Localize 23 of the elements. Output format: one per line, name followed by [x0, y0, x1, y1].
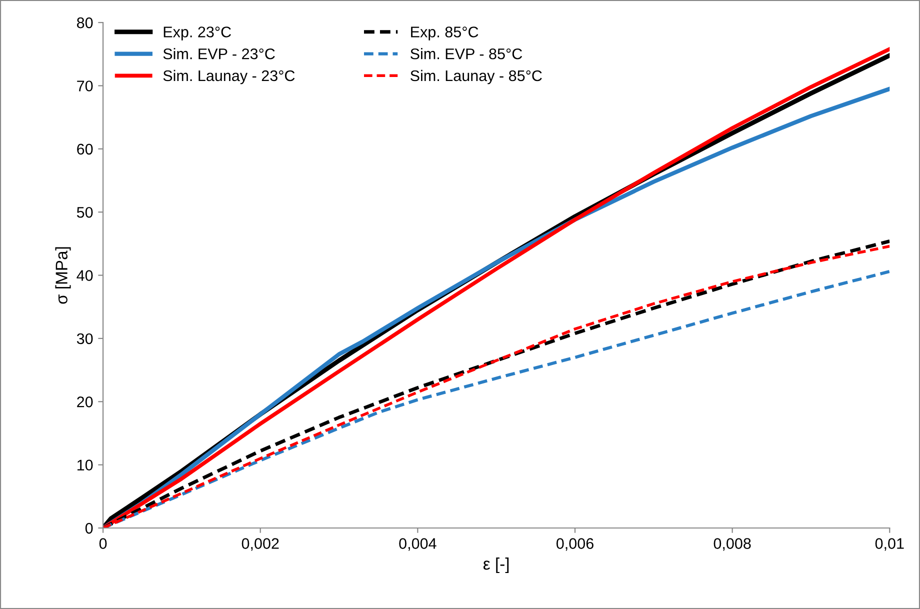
y-tick-label: 50 [76, 206, 93, 218]
x-axis-title: ε [-] [483, 558, 509, 574]
x-tick-label: 0,006 [556, 538, 594, 551]
legend-label: Exp. 23°C [164, 26, 231, 40]
legend-label: Sim. EVP - 85°C [410, 48, 522, 60]
y-tick-label: 60 [77, 144, 93, 155]
legend-label: Sim. EVP - 23°C [163, 48, 275, 60]
x-tick-label: 0 [99, 538, 107, 549]
y-tick-label: 0 [85, 522, 93, 534]
x-tick-label: 0,002 [242, 538, 279, 551]
y-tick-label: 70 [77, 80, 93, 92]
x-tick-label: 0,01 [875, 538, 904, 551]
y-axis-title: σ [MPa] [55, 247, 71, 304]
y-tick-label: 10 [77, 460, 93, 471]
x-tick-label: 0,004 [399, 538, 436, 551]
x-tick-label: 0,008 [714, 538, 751, 551]
y-tick-label: 40 [76, 270, 93, 281]
y-tick-label: 80 [76, 17, 93, 28]
legend-label: Sim. Launay - 85°C [410, 70, 542, 84]
y-tick-label: 30 [76, 333, 93, 344]
y-tick-label: 20 [77, 396, 93, 408]
legend-label: Sim. Launay - 23°C [163, 70, 295, 84]
legend-label: Exp. 85°C [411, 26, 478, 40]
